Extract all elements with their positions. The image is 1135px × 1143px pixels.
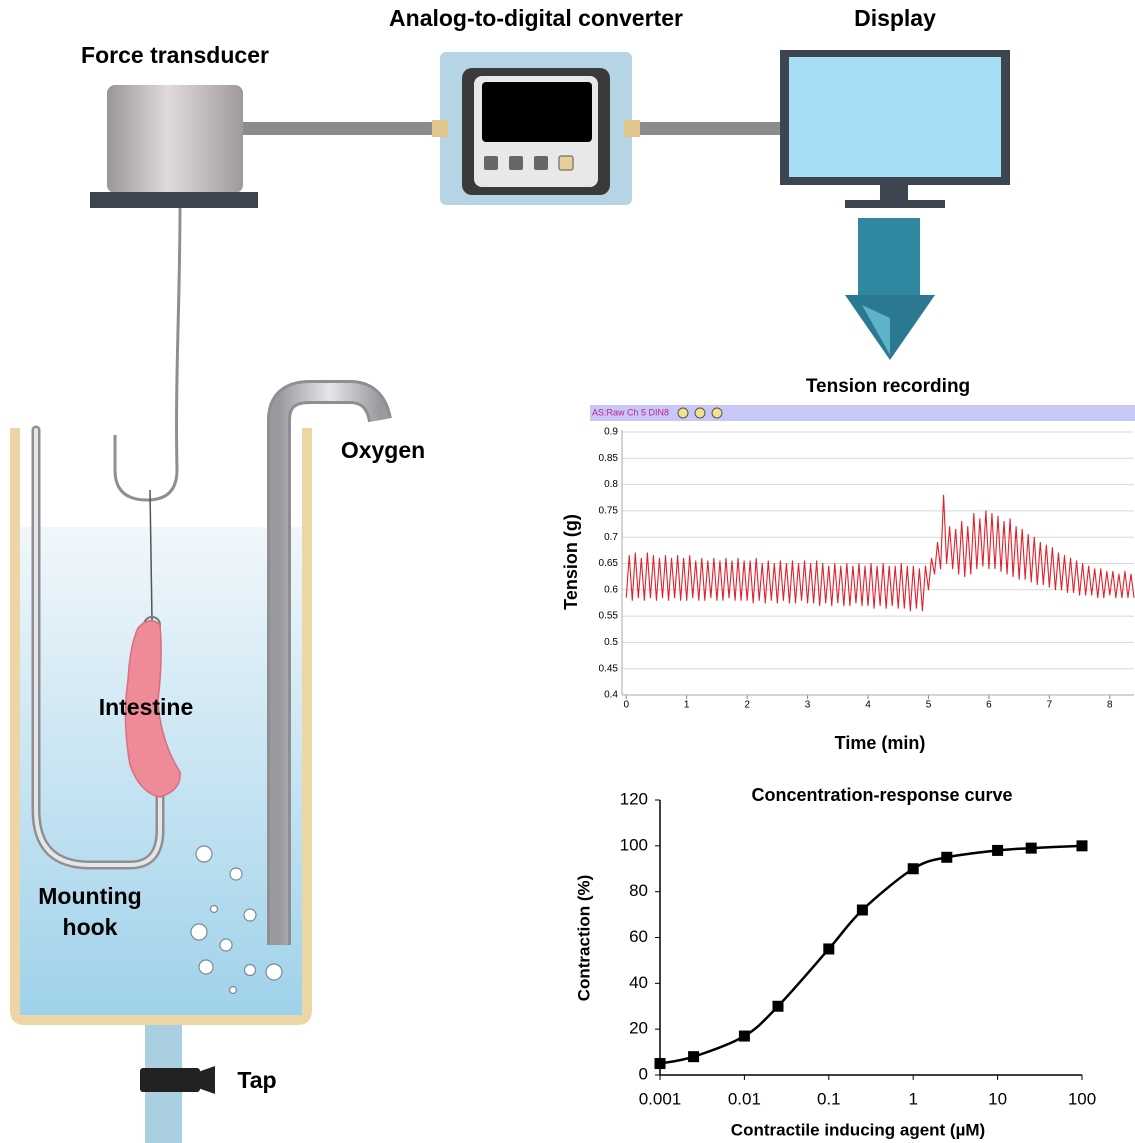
x-tick-label: 4: [865, 700, 871, 711]
data-line: [659, 844, 1083, 1065]
x-tick-label: 2: [744, 700, 750, 711]
data-line: [625, 494, 1135, 612]
data-point: [688, 1051, 700, 1063]
label-force-transducer: Force transducer: [81, 42, 269, 68]
chart-title: Concentration-response curve: [751, 785, 1012, 805]
y-tick-label: 0: [639, 1064, 648, 1083]
x-axis-label: Time (min): [835, 733, 926, 753]
x-tick-label: 5: [926, 700, 932, 711]
y-tick-label: 60: [629, 927, 648, 946]
x-tick-label: 0: [623, 700, 629, 711]
arrow: [845, 218, 935, 360]
label-mounting-hook: Mounting: [38, 883, 141, 909]
data-point: [772, 1000, 784, 1012]
x-tick-label: 0.01: [728, 1089, 761, 1108]
data-point: [941, 851, 953, 863]
intestine-icon: [124, 619, 181, 798]
y-tick-label: 40: [629, 973, 648, 992]
data-point: [907, 863, 919, 875]
x-tick-label: 8: [1107, 700, 1113, 711]
y-axis-label: Tension (g): [561, 514, 581, 610]
x-tick-label: 7: [1047, 700, 1053, 711]
x-tick-label: 100: [1068, 1089, 1096, 1108]
x-tick-label: 0.1: [817, 1089, 841, 1108]
data-point: [856, 904, 868, 916]
data-point: [738, 1030, 750, 1042]
label-tap: Tap: [237, 1067, 276, 1093]
toolbar-icons: [677, 407, 723, 419]
force-transducer-icon: [90, 85, 258, 208]
toolbar: [590, 405, 1135, 421]
y-tick-label: 0.85: [599, 453, 619, 464]
thread: [149, 489, 153, 621]
data-point: [823, 943, 835, 955]
converter-icon: [432, 52, 640, 205]
display-icon: [780, 50, 1010, 208]
y-tick-label: 0.75: [599, 506, 619, 517]
toolbar-text: AS:Raw Ch 5 DIN8: [592, 407, 669, 417]
x-tick-label: 1: [908, 1089, 917, 1108]
label-mounting-hook: hook: [63, 914, 118, 940]
cable: [243, 122, 440, 135]
x-axis-label: Contractile inducing agent (µM): [731, 1120, 985, 1139]
data-point: [992, 844, 1004, 856]
label-intestine: Intestine: [99, 694, 194, 720]
chart-title: Tension recording: [806, 376, 970, 397]
y-tick-label: 20: [629, 1019, 648, 1038]
y-tick-label: 100: [620, 835, 648, 854]
data-point: [1025, 842, 1037, 854]
x-tick-label: 10: [988, 1089, 1007, 1108]
bubbles: [190, 845, 283, 995]
label-converter: Analog-to-digital converter: [389, 5, 683, 31]
y-tick-label: 0.45: [599, 663, 619, 674]
y-tick-label: 80: [629, 881, 648, 900]
y-axis-label: Contraction (%): [574, 875, 593, 1002]
y-tick-label: 0.9: [604, 427, 618, 438]
x-tick-label: 6: [986, 700, 992, 711]
x-tick-label: 1: [684, 700, 690, 711]
label-oxygen: Oxygen: [341, 437, 425, 463]
y-tick-label: 120: [620, 789, 648, 808]
label-display: Display: [854, 5, 936, 31]
y-tick-label: 0.6: [604, 584, 618, 595]
cable: [632, 122, 782, 135]
y-tick-label: 0.55: [599, 611, 619, 622]
y-tick-label: 0.65: [599, 558, 619, 569]
y-tick-label: 0.4: [604, 690, 618, 701]
y-tick-label: 0.7: [604, 532, 618, 543]
data-point: [654, 1058, 666, 1070]
y-tick-label: 0.5: [604, 637, 618, 648]
y-tick-label: 0.8: [604, 479, 618, 490]
data-point: [1076, 840, 1088, 852]
x-tick-label: 0.001: [639, 1089, 682, 1108]
thread: [113, 207, 182, 502]
oxygen-pipe: [270, 383, 389, 945]
mounting-hook-highlight: [34, 428, 162, 867]
x-tick-label: 3: [805, 700, 811, 711]
